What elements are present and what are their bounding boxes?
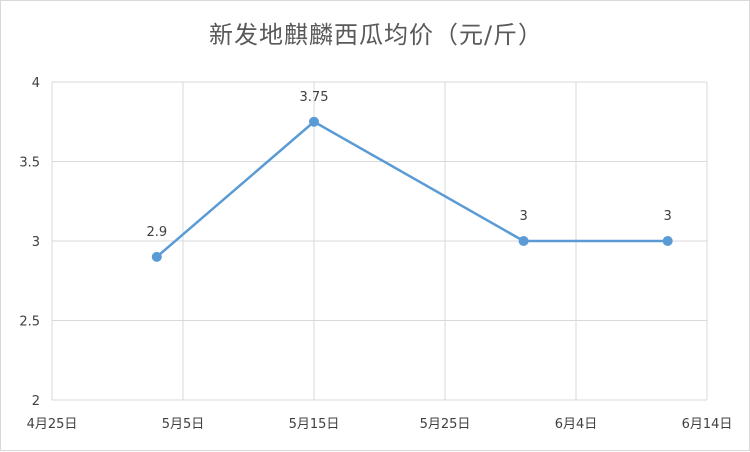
x-tick-label: 4月25日	[27, 417, 78, 432]
y-tick-label: 2.5	[19, 315, 40, 330]
data-label: 2.9	[146, 225, 167, 240]
series-line	[155, 120, 668, 258]
x-tick-label: 6月4日	[555, 417, 598, 432]
data-label: 3.75	[300, 90, 329, 105]
chart-title: 新发地麒麟西瓜均价（元/斤）	[208, 21, 544, 49]
y-tick-label: 3.5	[19, 156, 40, 171]
x-tick-label: 5月5日	[162, 417, 205, 432]
x-tick-label: 5月25日	[420, 417, 471, 432]
x-tick-label: 5月15日	[289, 417, 340, 432]
y-tick-label: 2	[32, 394, 40, 409]
y-tick-label: 3	[32, 235, 40, 250]
x-tick-label: 6月14日	[682, 417, 733, 432]
data-label: 3	[664, 209, 672, 224]
data-point	[662, 236, 673, 246]
data-point	[309, 116, 319, 127]
data-point	[518, 236, 529, 246]
data-point	[151, 251, 162, 262]
y-tick-label: 4	[32, 76, 40, 91]
data-label: 3	[519, 209, 527, 224]
